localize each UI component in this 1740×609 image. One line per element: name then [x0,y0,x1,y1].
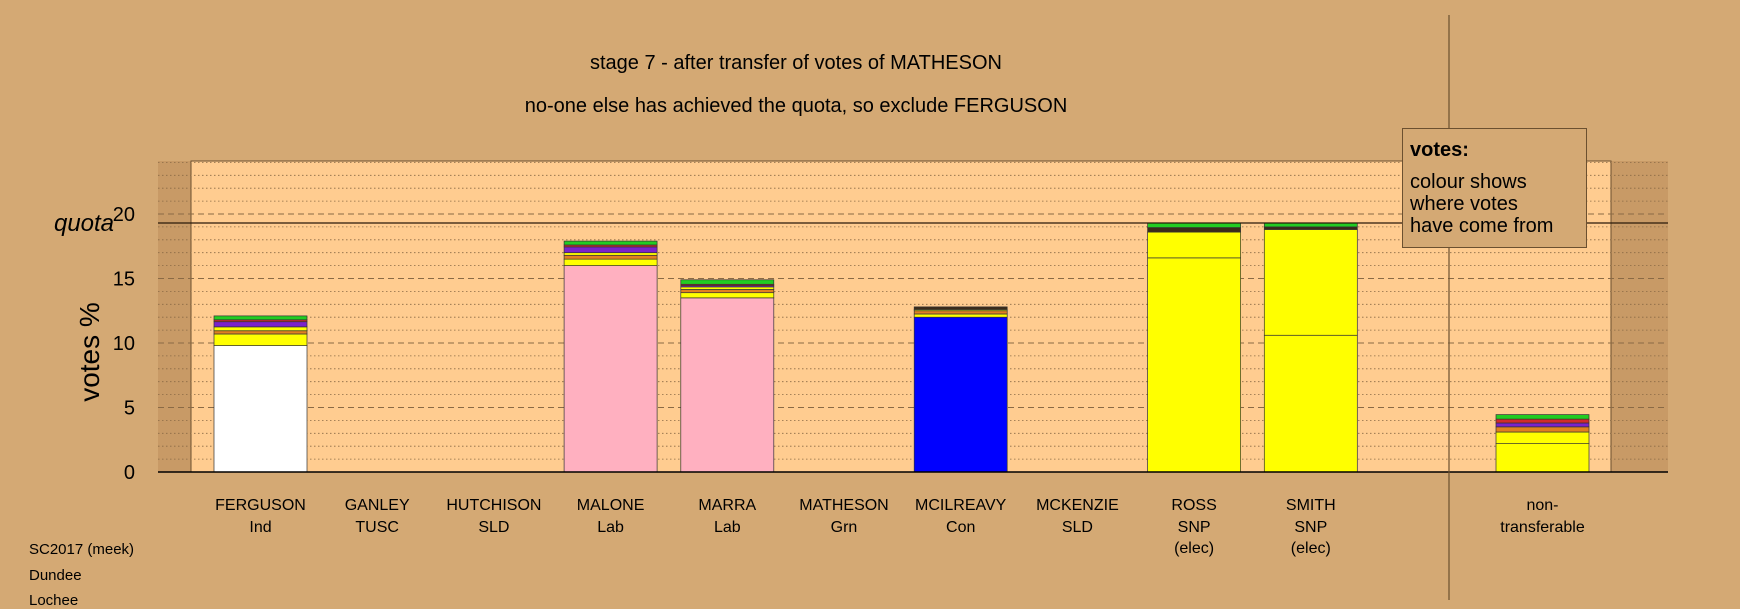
bar-segment-marra [680,292,775,299]
candidate-party-mcilreavy: Con [946,519,975,536]
bar-segment-smith [1263,229,1358,336]
candidate-party-matheson: Grn [831,519,858,536]
bar-segment-mcilreavy [913,313,1008,318]
bar-segment-ross [1147,222,1241,228]
bar-segment-mcilreavy [913,310,1008,315]
bar-segment-ross [1147,227,1241,233]
bar-segment-marra [680,289,775,294]
candidate-status-smith: (elec) [1291,540,1331,557]
candidate-party-marra: Lab [714,519,741,536]
bar-segment-nontransferable [1495,431,1590,444]
bar-segment-marra [680,297,775,473]
labels: FERGUSON Ind GANLEY TUSC HUTCHISON SLD MALONE L… [215,497,1585,557]
candidate-name-ferguson: FERGUSON [215,497,306,514]
legend-line-2: where votes [1410,193,1518,215]
candidate-party-malone: Lab [597,519,624,536]
bar-segment-nontransferable [1495,414,1590,420]
bar-segment-nontransferable [1495,422,1590,428]
bar-segment-ross [1147,257,1241,473]
candidate-name-mcilreavy: MCILREAVY [915,497,1007,514]
bar-segment-malone [563,246,658,254]
bar-segment-malone [563,240,658,246]
y-axis-label: votes % [74,302,105,402]
bar-segment-mcilreavy [913,306,1008,310]
candidate-name-marra: MARRA [698,497,756,514]
candidate-name-matheson: MATHESON [799,497,888,514]
bar-segment-malone [563,254,658,260]
legend-line-1: colour shows [1410,171,1527,193]
legend-line-3: have come from [1410,215,1554,237]
plot-area [190,160,1612,473]
y-tick-label: 5 [124,398,135,420]
candidate-name-mckenzie: MCKENZIE [1036,497,1119,514]
bars [213,222,1590,473]
y-tick-label: 10 [113,333,135,355]
footer-election: SC2017 (meek) [29,541,135,558]
chart-title: stage 7 - after transfer of votes of MAT… [589,52,1002,74]
bar-segment-nontransferable [1495,443,1590,473]
candidate-party-ferguson: Ind [249,519,271,536]
bar-segment-ferguson [213,326,308,332]
y-tick-label: 20 [113,204,135,226]
candidate-party-ganley: TUSC [355,519,399,536]
bar-segment-smith [1263,226,1358,230]
bar-segment-nontransferable [1495,418,1590,424]
bar-segment-malone [563,258,658,266]
bar-segment-smith [1263,334,1358,473]
candidate-name-ganley: GANLEY [345,497,410,514]
bar-segment-mcilreavy [913,316,1008,473]
bar-segment-ferguson [213,321,308,328]
bar-segment-ferguson [213,345,308,473]
y-tick-label: 0 [124,462,135,484]
nontransferable-label-1: non- [1526,497,1558,514]
bar-segment-ferguson [213,333,308,346]
candidate-name-malone: MALONE [577,497,645,514]
bar-segment-ferguson [213,330,308,335]
bar-segment-malone [563,252,658,256]
legend-title: votes: [1410,139,1469,161]
footer-ward: Lochee [29,592,79,609]
nontransferable-label-2: transferable [1500,519,1585,536]
candidate-name-smith: SMITH [1286,497,1336,514]
bar-segment-nontransferable [1495,426,1590,433]
candidate-party-ross: SNP [1178,519,1211,536]
legend-box: votes: colour shows where votes have com… [1402,128,1587,248]
candidate-party-mckenzie: SLD [1062,519,1093,536]
candidate-name-ross: ROSS [1171,497,1216,514]
bar-segment-ferguson [213,315,308,321]
candidate-status-ross: (elec) [1174,540,1214,557]
bar-segment-malone [563,265,658,473]
bar-segment-ross [1147,231,1241,259]
chart-subtitle: no-one else has achieved the quota, so e… [524,95,1068,117]
candidate-party-hutchison: SLD [478,519,509,536]
footer-council: Dundee [29,567,82,584]
bar-segment-marra [680,279,775,285]
candidate-name-hutchison: HUTCHISON [446,497,541,514]
y-tick-label: 15 [113,269,135,291]
bar-segment-marra [680,286,775,290]
quota-label: quota [54,210,114,237]
candidate-party-smith: SNP [1294,519,1327,536]
